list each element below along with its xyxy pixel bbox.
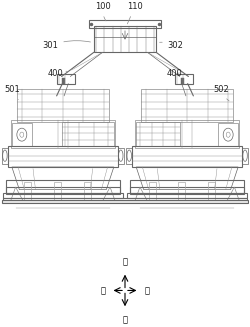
Bar <box>178 181 186 202</box>
Bar <box>2 147 8 164</box>
Bar <box>132 146 242 167</box>
Bar <box>130 187 244 193</box>
Bar <box>54 181 61 202</box>
Text: 501: 501 <box>4 85 20 100</box>
Bar <box>62 122 114 146</box>
Bar <box>11 120 115 147</box>
Bar <box>89 20 161 28</box>
Bar <box>148 181 156 202</box>
Bar <box>2 200 248 202</box>
Bar <box>218 123 238 146</box>
Text: 上: 上 <box>122 257 128 266</box>
Text: 110: 110 <box>127 2 143 24</box>
Bar <box>6 180 120 195</box>
Text: 400: 400 <box>48 69 68 78</box>
Text: 502: 502 <box>213 85 229 101</box>
Bar <box>94 26 156 52</box>
Bar <box>181 78 184 84</box>
Bar <box>11 200 115 202</box>
Text: 400: 400 <box>167 69 182 78</box>
Bar <box>118 147 124 164</box>
Bar <box>135 200 239 202</box>
Bar <box>208 181 215 202</box>
Text: 下: 下 <box>122 315 128 324</box>
Bar <box>141 89 233 122</box>
Bar <box>128 193 247 198</box>
Text: 302: 302 <box>160 41 184 50</box>
Text: 100: 100 <box>95 2 110 21</box>
Text: 左: 左 <box>100 286 105 295</box>
Bar <box>84 181 91 202</box>
Bar <box>24 181 31 202</box>
Bar <box>130 180 244 195</box>
Bar <box>126 147 132 164</box>
Bar <box>62 78 65 84</box>
Bar <box>3 193 122 198</box>
Bar <box>135 120 239 147</box>
Bar <box>17 89 109 122</box>
Text: 301: 301 <box>42 41 90 50</box>
Bar <box>3 198 247 201</box>
Bar <box>136 122 180 146</box>
Bar <box>6 187 120 193</box>
Bar <box>12 123 32 146</box>
Bar <box>175 74 192 84</box>
Bar <box>58 74 75 84</box>
Bar <box>8 146 117 167</box>
Text: 右: 右 <box>145 286 150 295</box>
Bar <box>242 147 248 164</box>
